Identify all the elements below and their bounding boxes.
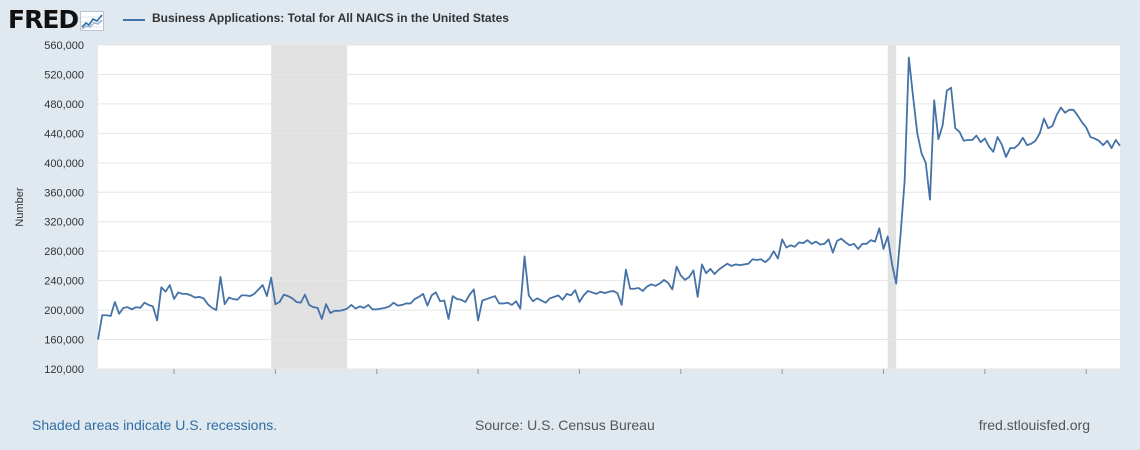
- y-tick-label: 320,000: [44, 217, 84, 229]
- fred-logo-text: FRED: [8, 5, 79, 34]
- gridlines: [98, 44, 1120, 370]
- y-tick-label: 480,000: [44, 99, 84, 111]
- plot-area: [98, 45, 1120, 369]
- chart-header: FRED Business Applications: Total for Al…: [8, 6, 1128, 34]
- recession-shading: [271, 45, 897, 369]
- y-tick-label: 280,000: [44, 246, 84, 258]
- recession-band: [887, 45, 897, 369]
- recession-note: Shaded areas indicate U.S. recessions.: [32, 417, 278, 433]
- series-legend-line: [123, 19, 145, 21]
- y-tick-label: 120,000: [44, 364, 84, 376]
- y-tick-label: 560,000: [44, 40, 84, 52]
- fred-logo[interactable]: FRED: [8, 5, 105, 34]
- y-tick-label: 440,000: [44, 128, 84, 140]
- site-link[interactable]: fred.stlouisfed.org: [978, 417, 1090, 433]
- series-line[interactable]: [97, 56, 1121, 340]
- y-tick-label: 240,000: [44, 276, 84, 288]
- chart-title: Business Applications: Total for All NAI…: [152, 11, 509, 25]
- line-chart[interactable]: 120,000 160,000 200,000 240,000 280,000 320,0…: [0, 34, 1140, 379]
- y-axis-label: Number: [14, 187, 26, 226]
- y-tick-label: 200,000: [44, 305, 84, 317]
- y-tick-label: 360,000: [44, 187, 84, 199]
- y-tick-label: 520,000: [44, 69, 84, 81]
- recession-band: [271, 45, 348, 369]
- graph-icon: [80, 11, 105, 31]
- y-axis-ticks: 120,000 160,000 200,000 240,000 280,000 320,0…: [44, 40, 84, 376]
- y-tick-label: 400,000: [44, 158, 84, 170]
- x-axis-ticks: 2006200820102012201420162018202020222024: [173, 369, 1087, 374]
- y-tick-label: 160,000: [44, 335, 84, 347]
- source-text: Source: U.S. Census Bureau: [475, 417, 655, 433]
